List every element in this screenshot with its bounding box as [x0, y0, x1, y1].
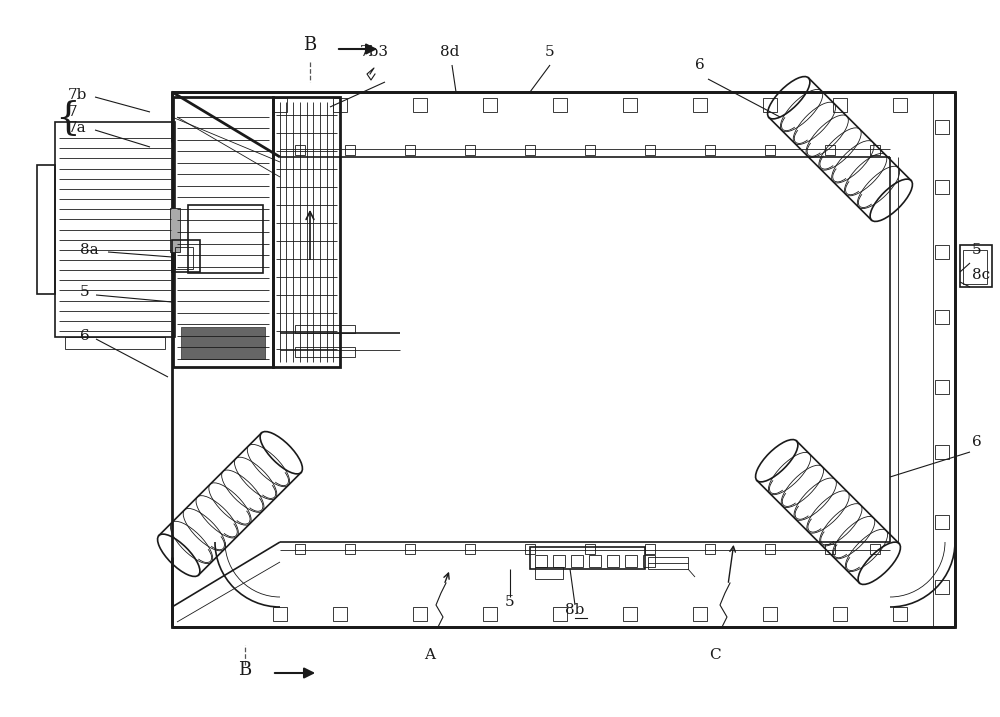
Text: 8a: 8a	[80, 243, 99, 257]
Bar	[295, 145, 305, 155]
Bar	[413, 98, 427, 112]
Bar	[765, 544, 775, 554]
Bar	[273, 97, 340, 367]
Bar	[175, 247, 193, 269]
Bar	[935, 580, 949, 594]
Bar	[172, 240, 200, 272]
Text: B: B	[238, 661, 252, 679]
Bar	[963, 250, 987, 284]
Bar	[483, 98, 497, 112]
Bar	[935, 180, 949, 194]
Bar	[585, 544, 595, 554]
Bar	[188, 205, 263, 272]
Bar	[405, 544, 415, 554]
Bar	[405, 145, 415, 155]
Bar	[705, 145, 715, 155]
Bar	[893, 98, 907, 112]
Bar	[585, 145, 595, 155]
Bar	[589, 555, 601, 567]
Bar	[333, 98, 347, 112]
Text: 8d: 8d	[440, 45, 459, 59]
Text: C: C	[709, 648, 721, 662]
Bar	[333, 607, 347, 621]
Bar	[173, 97, 273, 367]
Bar	[345, 145, 355, 155]
Bar	[705, 544, 715, 554]
Text: 5: 5	[80, 285, 90, 299]
Text: 8b: 8b	[565, 603, 585, 617]
Bar	[623, 98, 637, 112]
Bar	[607, 555, 619, 567]
Bar	[295, 544, 305, 554]
Bar	[648, 557, 688, 569]
Bar	[170, 208, 180, 252]
Bar	[935, 380, 949, 394]
Bar	[693, 98, 707, 112]
Bar	[55, 122, 175, 337]
Text: 6: 6	[972, 435, 982, 449]
Bar	[295, 325, 355, 333]
Bar	[525, 145, 535, 155]
Text: 6: 6	[80, 329, 90, 343]
Bar	[483, 607, 497, 621]
Bar	[273, 98, 287, 112]
Bar	[693, 607, 707, 621]
Bar	[765, 145, 775, 155]
Bar	[413, 607, 427, 621]
Bar	[893, 607, 907, 621]
Bar	[535, 567, 563, 579]
Bar	[37, 165, 55, 294]
Bar	[643, 555, 655, 567]
Bar	[553, 98, 567, 112]
Text: 7b: 7b	[68, 88, 87, 102]
Text: 5: 5	[505, 595, 515, 609]
Bar	[65, 337, 165, 349]
Bar	[935, 245, 949, 259]
Bar	[935, 310, 949, 324]
Bar	[465, 544, 475, 554]
Bar	[553, 555, 565, 567]
Bar	[645, 544, 655, 554]
Bar	[535, 555, 547, 567]
Text: 5: 5	[545, 45, 555, 59]
Bar	[870, 145, 880, 155]
Bar	[623, 607, 637, 621]
Text: 8c: 8c	[972, 268, 990, 282]
Bar	[571, 555, 583, 567]
Bar	[525, 544, 535, 554]
Bar	[181, 327, 265, 359]
Bar	[935, 445, 949, 459]
Text: 5: 5	[972, 243, 982, 257]
Bar	[273, 607, 287, 621]
Bar	[833, 98, 847, 112]
Bar	[763, 607, 777, 621]
Bar	[870, 544, 880, 554]
Text: {: {	[55, 100, 80, 138]
Bar	[295, 347, 355, 357]
Bar	[960, 245, 992, 287]
Bar	[935, 515, 949, 529]
Text: B: B	[303, 36, 317, 54]
Bar	[825, 145, 835, 155]
Bar	[935, 120, 949, 134]
Text: 7a: 7a	[68, 121, 87, 135]
Bar	[530, 547, 645, 569]
Bar	[763, 98, 777, 112]
Bar	[825, 544, 835, 554]
Bar	[345, 544, 355, 554]
Bar	[833, 607, 847, 621]
Text: A: A	[424, 648, 436, 662]
Bar	[553, 607, 567, 621]
Text: 7: 7	[68, 105, 78, 119]
Text: 6: 6	[695, 58, 705, 72]
Bar	[172, 92, 955, 627]
Text: 7b3: 7b3	[360, 45, 389, 59]
Bar	[645, 145, 655, 155]
Bar	[465, 145, 475, 155]
Bar	[625, 555, 637, 567]
